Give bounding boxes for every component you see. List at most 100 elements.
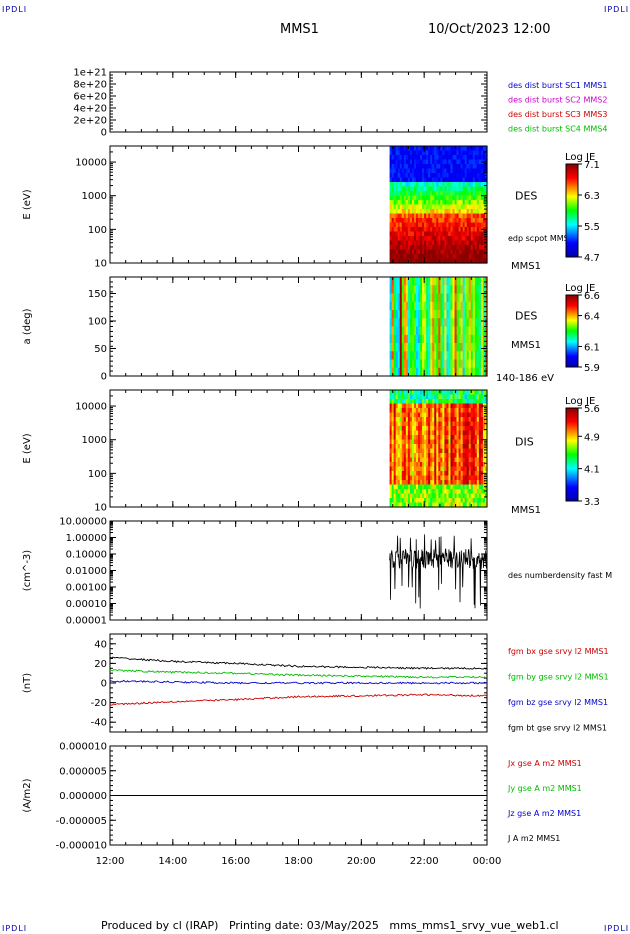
- y-tick-label: 4e+20: [73, 104, 107, 115]
- spectrogram-cell: [415, 426, 419, 432]
- spectrogram-cell: [454, 412, 458, 418]
- panel4-sc-label: MMS1: [511, 505, 541, 516]
- spectrogram-cell: [478, 213, 482, 219]
- spectrogram-cell: [476, 480, 480, 486]
- spectrogram-cell: [434, 227, 437, 233]
- spectrogram-cell: [466, 421, 470, 427]
- spectrogram-cell: [415, 240, 419, 246]
- spectrogram-cell: [484, 209, 488, 215]
- spectrogram-cell: [468, 412, 472, 418]
- corner-label-top-left: IPDLI: [2, 5, 28, 14]
- spectrogram-cell: [413, 245, 417, 251]
- spectrogram-cell: [446, 403, 450, 409]
- spectrogram-cell: [405, 408, 409, 414]
- spectrogram-cell: [438, 191, 441, 197]
- spectrogram-cell: [446, 236, 450, 242]
- spectrogram-cell: [397, 200, 401, 206]
- spectrogram-cell: [468, 453, 472, 459]
- spectrogram-cell: [440, 403, 443, 409]
- spectrogram-cell: [448, 195, 452, 201]
- spectrogram-cell: [480, 390, 484, 396]
- spectrogram-cell: [464, 310, 468, 319]
- spectrogram-cell: [454, 493, 458, 499]
- spectrogram-cell: [391, 394, 395, 400]
- spectrogram-cell: [466, 231, 470, 237]
- spectrogram-cell: [426, 231, 429, 237]
- spectrogram-cell: [418, 502, 421, 508]
- spectrogram-cell: [428, 164, 431, 170]
- spectrogram-cell: [484, 204, 488, 210]
- spectrogram-cell: [426, 254, 429, 260]
- spectrogram-cell: [478, 399, 482, 405]
- spectrogram-cell: [470, 462, 474, 468]
- spectrogram-cell: [440, 343, 443, 352]
- spectrogram-cell: [401, 240, 405, 246]
- spectrogram-cell: [411, 173, 415, 179]
- spectrogram-cell: [472, 493, 476, 499]
- spectrogram-cell: [401, 502, 405, 508]
- spectrogram-cell: [482, 399, 486, 405]
- field-series-line: [109, 679, 488, 685]
- spectrogram-cell: [401, 412, 405, 418]
- spectrogram-cell: [393, 204, 397, 210]
- spectrogram-cell: [397, 412, 401, 418]
- spectrogram-cell: [480, 195, 484, 201]
- spectrogram-cell: [442, 471, 445, 477]
- spectrogram-cell: [422, 412, 425, 418]
- spectrogram-cell: [480, 489, 484, 495]
- spectrogram-cell: [456, 182, 460, 188]
- spectrogram-cell: [472, 426, 476, 432]
- spectrogram-cell: [482, 444, 486, 450]
- spectrogram-cell: [468, 209, 472, 215]
- spectrogram-cell: [456, 334, 460, 344]
- spectrogram-cell: [413, 191, 417, 197]
- spectrogram-cell: [464, 448, 468, 454]
- spectrogram-cell: [401, 489, 405, 495]
- spectrogram-cell: [393, 240, 397, 246]
- spectrogram-cell: [458, 471, 462, 477]
- spectrogram-cell: [407, 209, 411, 215]
- spectrogram-cell: [399, 457, 403, 463]
- spectrogram-cell: [442, 155, 445, 161]
- spectrogram-cell: [426, 285, 429, 295]
- spectrogram-cell: [413, 164, 417, 170]
- spectrogram-cell: [480, 191, 484, 197]
- spectrogram-cell: [411, 285, 415, 295]
- spectrogram-cell: [464, 236, 468, 242]
- spectrogram-cell: [418, 159, 421, 165]
- y-tick-label: 40: [94, 639, 107, 650]
- spectrogram-cell: [454, 484, 458, 490]
- spectrogram-cell: [452, 493, 456, 499]
- spectrogram-cell: [434, 475, 437, 481]
- spectrogram-cell: [407, 195, 411, 201]
- spectrogram-cell: [450, 343, 454, 352]
- spectrogram-cell: [436, 168, 439, 174]
- spectrogram-cell: [470, 204, 474, 210]
- spectrogram-cell: [420, 191, 423, 197]
- spectrogram-cell: [420, 394, 423, 400]
- spectrogram-cell: [391, 462, 395, 468]
- spectrogram-cell: [411, 204, 415, 210]
- spectrogram-cell: [452, 182, 456, 188]
- spectrogram-cell: [458, 417, 462, 423]
- spectrogram-cell: [444, 480, 448, 486]
- spectrogram-cell: [405, 426, 409, 432]
- spectrogram-cell: [446, 159, 450, 165]
- spectrogram-cell: [403, 351, 407, 361]
- spectrogram-cell: [393, 173, 397, 179]
- spectrogram-cell: [415, 334, 419, 344]
- spectrogram-cell: [456, 293, 460, 303]
- spectrogram-cell: [403, 457, 407, 463]
- spectrogram-cell: [426, 480, 429, 486]
- spectrogram-cell: [444, 343, 448, 352]
- spectrogram-cell: [403, 155, 407, 161]
- spectrogram-cell: [474, 245, 478, 251]
- spectrogram-cell: [403, 195, 407, 201]
- spectrogram-cell: [462, 444, 466, 450]
- spectrogram-cell: [389, 390, 393, 396]
- spectrogram-cell: [391, 200, 395, 206]
- spectrogram-cell: [409, 426, 413, 432]
- spectrogram-cell: [432, 480, 435, 486]
- spectrogram-cell: [403, 240, 407, 246]
- spectrogram-cell: [464, 367, 468, 377]
